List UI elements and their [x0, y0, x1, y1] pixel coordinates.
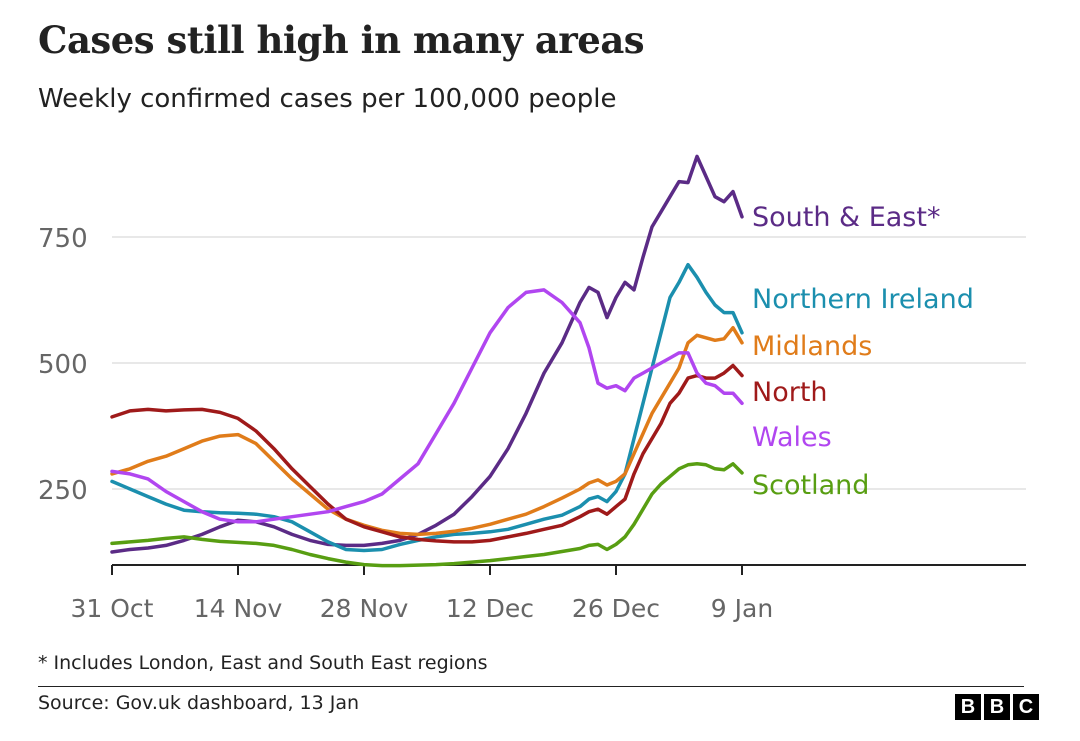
series-line-northern-ireland	[110, 262, 744, 553]
series-line-scotland	[110, 462, 744, 568]
x-tick-label-5: 9 Jan	[711, 594, 773, 623]
chart-title: Cases still high in many areas	[38, 18, 645, 62]
series-line-midlands	[110, 325, 744, 537]
series-label-scotland: Scotland	[752, 470, 869, 501]
x-tick-label-1: 14 Nov	[194, 594, 283, 623]
series-label-north: North	[752, 377, 828, 408]
line-chart: 250 500 750 31 Oct 14 Nov 28 Nov 12 Dec 26 Dec 9…	[38, 154, 1026, 623]
series-label-midlands: Midlands	[752, 331, 872, 362]
x-tick-label-2: 28 Nov	[320, 594, 409, 623]
series-line-north	[110, 363, 744, 544]
y-tick-label-750: 750	[38, 224, 88, 254]
x-tick-label-3: 12 Dec	[446, 594, 534, 623]
x-tick-label-4: 26 Dec	[572, 594, 660, 623]
series-line-wales	[110, 288, 744, 524]
x-tick-label-0: 31 Oct	[71, 594, 154, 623]
footer-divider	[38, 686, 1024, 687]
y-tick-label-250: 250	[38, 476, 88, 506]
bbc-logo-letter-2: B	[984, 694, 1010, 720]
bbc-logo-letter-1: B	[955, 694, 981, 720]
bbc-logo-letter-3: C	[1013, 694, 1039, 720]
chart-subtitle: Weekly confirmed cases per 100,000 peopl…	[38, 84, 617, 114]
source-note: Source: Gov.uk dashboard, 13 Jan	[38, 692, 360, 714]
bbc-logo: B B C	[955, 694, 1039, 720]
y-tick-label-500: 500	[38, 350, 88, 380]
series-label-wales: Wales	[752, 422, 832, 453]
series-label-south-east: South & East*	[752, 202, 940, 233]
footnote: * Includes London, East and South East r…	[38, 652, 488, 674]
series-line-south-east	[110, 154, 744, 554]
series-label-northern-ireland: Northern Ireland	[752, 284, 974, 315]
